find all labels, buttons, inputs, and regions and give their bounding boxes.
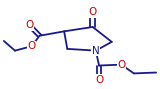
Text: O: O (117, 60, 125, 70)
Text: O: O (95, 75, 103, 85)
Text: N: N (92, 46, 100, 56)
Text: O: O (25, 20, 33, 30)
Text: O: O (28, 41, 36, 51)
Text: O: O (89, 7, 97, 17)
